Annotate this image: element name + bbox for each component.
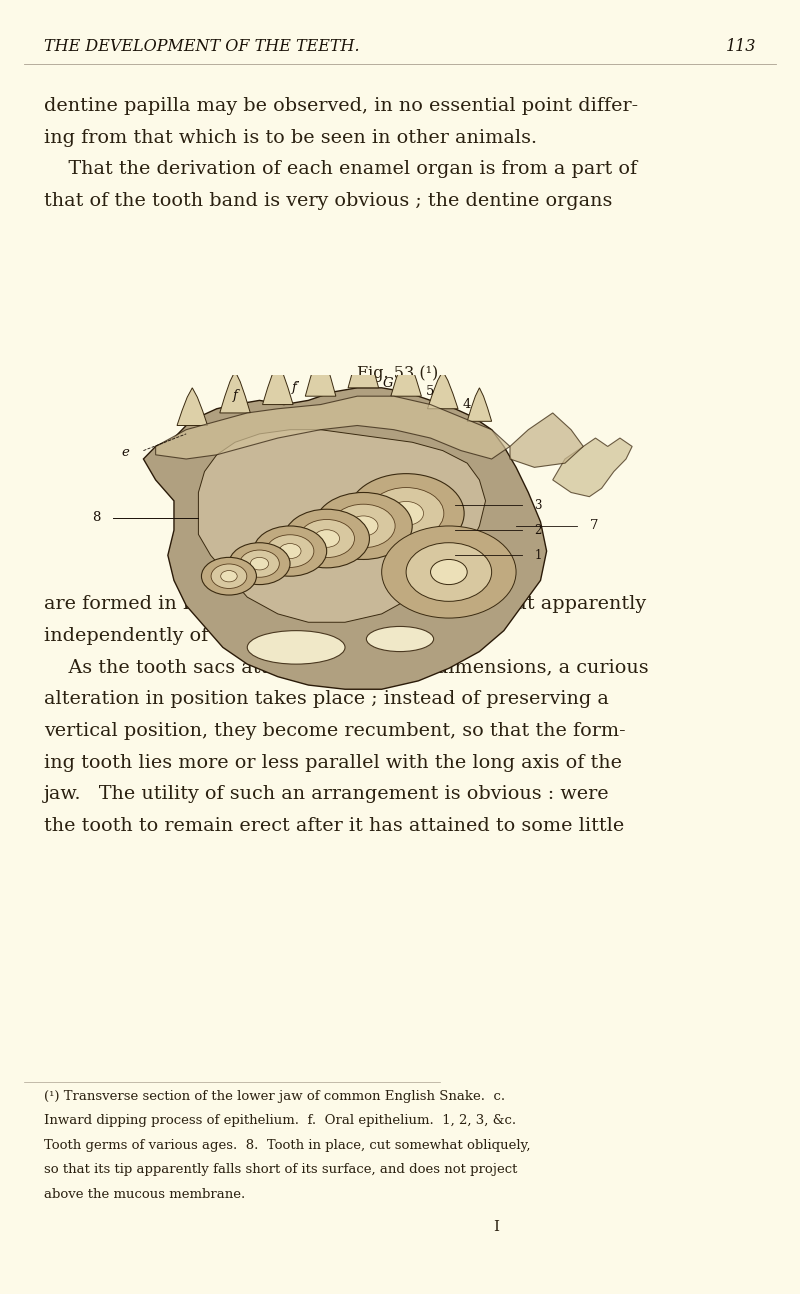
- Circle shape: [406, 542, 492, 602]
- Polygon shape: [467, 388, 492, 422]
- Text: dentine papilla may be observed, in no essential point differ-: dentine papilla may be observed, in no e…: [44, 97, 638, 115]
- Polygon shape: [177, 388, 207, 426]
- Circle shape: [348, 474, 464, 554]
- Text: 3: 3: [534, 498, 542, 511]
- Circle shape: [349, 516, 378, 536]
- Text: Tooth germs of various ages.  8.  Tooth in place, cut somewhat obliquely,: Tooth germs of various ages. 8. Tooth in…: [44, 1139, 530, 1152]
- Circle shape: [299, 519, 354, 558]
- Ellipse shape: [366, 626, 434, 652]
- Text: (¹) Transverse section of the lower jaw of common English Snake.  c.: (¹) Transverse section of the lower jaw …: [44, 1090, 505, 1102]
- Polygon shape: [198, 430, 486, 622]
- Circle shape: [279, 543, 301, 559]
- Circle shape: [314, 493, 412, 559]
- Circle shape: [202, 558, 257, 595]
- Circle shape: [382, 525, 516, 619]
- Circle shape: [250, 558, 269, 569]
- Circle shape: [221, 571, 237, 582]
- Circle shape: [314, 529, 339, 547]
- Circle shape: [240, 550, 279, 577]
- Text: Fig. 53 (¹).: Fig. 53 (¹).: [357, 365, 443, 382]
- Circle shape: [254, 525, 326, 576]
- Text: 7: 7: [590, 519, 598, 532]
- Text: I: I: [493, 1220, 499, 1234]
- Circle shape: [284, 510, 370, 568]
- Circle shape: [211, 564, 247, 589]
- Text: so that its tip apparently falls short of its surface, and does not project: so that its tip apparently falls short o…: [44, 1163, 518, 1176]
- Text: jaw.   The utility of such an arrangement is obvious : were: jaw. The utility of such an arrangement …: [44, 785, 610, 804]
- Polygon shape: [553, 439, 632, 497]
- Text: independently of one another.: independently of one another.: [44, 626, 336, 644]
- Polygon shape: [306, 351, 336, 396]
- Polygon shape: [220, 371, 250, 413]
- Polygon shape: [262, 362, 293, 405]
- Text: 1: 1: [534, 549, 542, 562]
- Text: that of the tooth band is very obvious ; the dentine organs: that of the tooth band is very obvious ;…: [44, 192, 612, 210]
- Text: Inward dipping process of epithelium.  f.  Oral epithelium.  1, 2, 3, &c.: Inward dipping process of epithelium. f.…: [44, 1114, 516, 1127]
- Circle shape: [368, 488, 444, 540]
- Circle shape: [229, 542, 290, 585]
- Circle shape: [331, 505, 395, 547]
- Text: ing tooth lies more or less parallel with the long axis of the: ing tooth lies more or less parallel wit…: [44, 753, 622, 771]
- Text: are formed in relation with the enamel germs, but apparently: are formed in relation with the enamel g…: [44, 595, 646, 613]
- Circle shape: [266, 534, 314, 567]
- Text: alteration in position takes place ; instead of preserving a: alteration in position takes place ; ins…: [44, 691, 609, 708]
- Polygon shape: [510, 413, 583, 467]
- Text: above the mucous membrane.: above the mucous membrane.: [44, 1188, 246, 1201]
- Text: G: G: [382, 377, 393, 389]
- Text: f: f: [233, 389, 238, 402]
- Text: As the tooth sacs attain considerable dimensions, a curious: As the tooth sacs attain considerable di…: [44, 659, 649, 677]
- Text: f′: f′: [292, 382, 300, 395]
- Ellipse shape: [247, 630, 345, 664]
- Text: THE DEVELOPMENT OF THE TEETH.: THE DEVELOPMENT OF THE TEETH.: [44, 38, 360, 54]
- Text: 113: 113: [726, 38, 756, 54]
- Polygon shape: [391, 355, 422, 396]
- Circle shape: [430, 559, 467, 585]
- Text: e: e: [121, 446, 129, 459]
- Text: 2: 2: [534, 524, 542, 537]
- Polygon shape: [348, 342, 378, 388]
- Circle shape: [389, 502, 423, 525]
- Text: ing from that which is to be seen in other animals.: ing from that which is to be seen in oth…: [44, 128, 537, 146]
- Polygon shape: [427, 371, 458, 409]
- Polygon shape: [156, 396, 510, 459]
- Text: the tooth to remain erect after it has attained to some little: the tooth to remain erect after it has a…: [44, 818, 624, 835]
- Polygon shape: [143, 388, 546, 690]
- Text: vertical position, they become recumbent, so that the form-: vertical position, they become recumbent…: [44, 722, 626, 740]
- Text: That the derivation of each enamel organ is from a part of: That the derivation of each enamel organ…: [44, 160, 637, 179]
- Text: 8: 8: [92, 511, 101, 524]
- Text: 4: 4: [463, 397, 471, 411]
- Text: 5: 5: [426, 386, 434, 399]
